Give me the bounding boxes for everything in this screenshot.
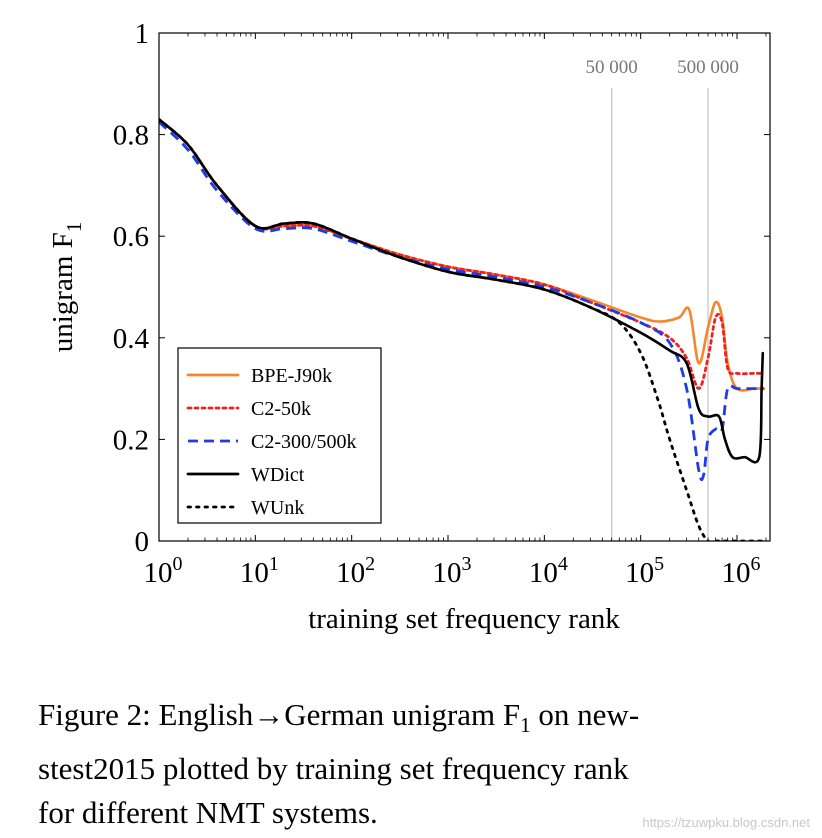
x-tick-label-1: 101	[240, 553, 279, 589]
figure-caption: Figure 2: English→German unigram F1 on n…	[38, 693, 800, 835]
series-line-1	[159, 118, 766, 391]
y-tick-label-0: 0	[135, 526, 150, 558]
legend-box	[177, 347, 382, 524]
reference-line-label-0: 50 000	[586, 57, 638, 78]
y-tick-label-3: 0.6	[113, 221, 149, 253]
legend-label-2: C2-300/500k	[251, 431, 357, 453]
y-tick-label-5: 1	[135, 18, 150, 50]
legend-label-4: WUnk	[251, 497, 304, 519]
reference-line-label-1: 500 000	[677, 57, 739, 78]
x-tick-label-4: 104	[529, 553, 568, 589]
watermark: https://tzuwpku.blog.csdn.net	[642, 815, 810, 830]
y-tick-label-4: 0.8	[113, 120, 149, 152]
y-tick-label-2: 0.4	[113, 323, 150, 355]
legend-label-0: BPE-J90k	[251, 365, 332, 387]
caption-line-2: stest2015 plotted by training set freque…	[38, 751, 629, 787]
series-line-4	[159, 118, 766, 541]
x-tick-label-6: 106	[722, 553, 761, 589]
legend-label-3: WDict	[251, 464, 305, 486]
x-tick-label-0: 100	[144, 553, 183, 589]
legend-label-1: C2-50k	[251, 398, 311, 420]
reference-lines: 50 000 500 000	[586, 57, 739, 541]
plot-frame	[158, 32, 771, 542]
series-layer	[159, 118, 766, 541]
caption-line-1: Figure 2: English→German unigram F1 on n…	[38, 697, 640, 738]
x-axis-label: training set frequency rank	[308, 603, 620, 635]
caption-line-3: for different NMT systems.	[38, 795, 378, 831]
x-tick-label-2: 102	[336, 553, 375, 589]
x-tick-label-3: 103	[433, 553, 472, 589]
x-tick-label-5: 105	[625, 553, 664, 589]
y-axis-label: unigram F1	[47, 222, 86, 353]
legend: BPE-J90k C2-50k C2-300/500k WDict WUnk	[177, 347, 382, 524]
axis-ticks: 0 0.2 0.4 0.6 0.8 1 100 101 102 103 104 105 106	[113, 18, 770, 589]
y-tick-label-1: 0.2	[113, 424, 149, 456]
